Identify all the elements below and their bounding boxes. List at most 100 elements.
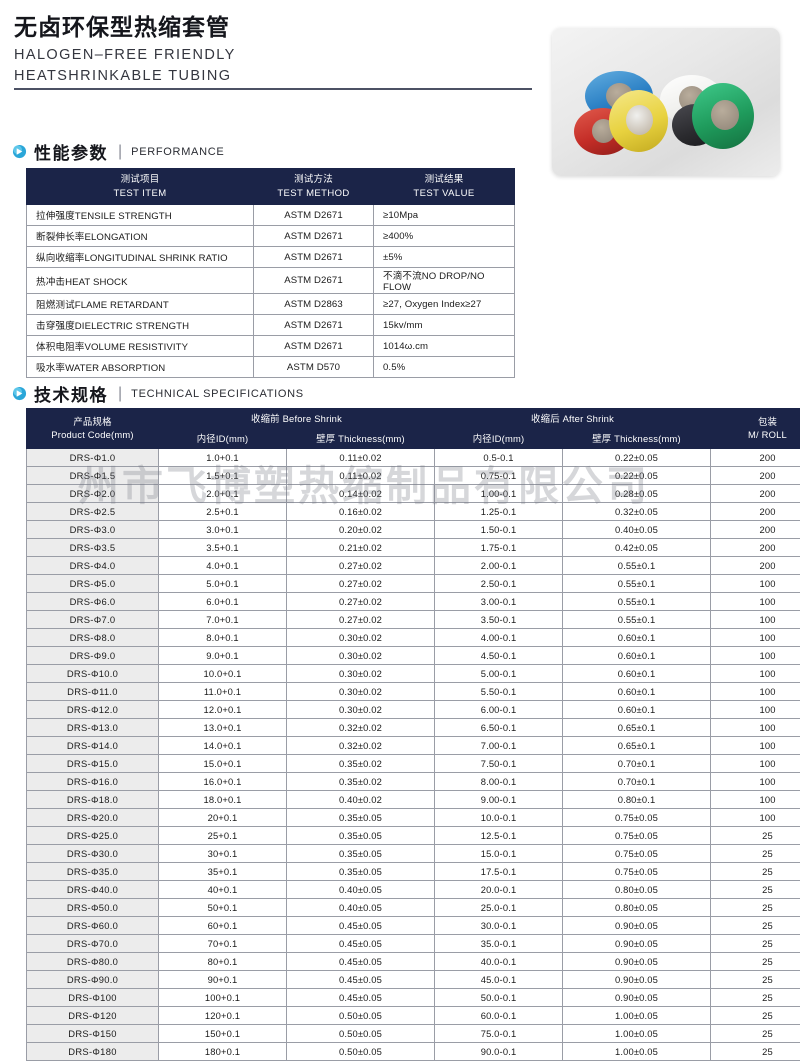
performance-table: 测试项目 TEST ITEM 测试方法 TEST METHOD 测试结果 TES…	[26, 168, 515, 378]
spec-cell-before-id: 1.0+0.1	[159, 449, 287, 467]
spec-cell-product-code: DRS-Φ70.0	[27, 935, 159, 953]
perf-col-test-item-cn: 测试项目	[27, 173, 253, 186]
spec-cell-before-thickness: 0.45±0.05	[287, 971, 435, 989]
spec-cell-after-thickness: 0.55±0.1	[563, 575, 711, 593]
perf-cell-value: 1014ω.cm	[374, 336, 515, 357]
perf-col-test-method-cn: 测试方法	[254, 173, 373, 186]
spec-cell-before-id: 5.0+0.1	[159, 575, 287, 593]
spec-cell-before-thickness: 0.45±0.05	[287, 935, 435, 953]
spec-cell-before-id: 50+0.1	[159, 899, 287, 917]
spec-col-after-thickness-cn: 壁厚	[592, 433, 611, 444]
spec-cell-product-code: DRS-Φ90.0	[27, 971, 159, 989]
spec-cell-after-thickness: 0.80±0.05	[563, 881, 711, 899]
spec-cell-product-code: DRS-Φ18.0	[27, 791, 159, 809]
spec-cell-before-id: 30+0.1	[159, 845, 287, 863]
spec-cell-after-id: 1.00-0.1	[435, 485, 563, 503]
spec-cell-before-thickness: 0.30±0.02	[287, 665, 435, 683]
spec-cell-after-thickness: 0.55±0.1	[563, 593, 711, 611]
spec-group-before-shrink-en: Before Shrink	[283, 413, 342, 424]
spec-cell-before-id: 70+0.1	[159, 935, 287, 953]
spec-cell-after-id: 35.0-0.1	[435, 935, 563, 953]
product-photo	[552, 28, 780, 176]
spec-cell-after-id: 1.50-0.1	[435, 521, 563, 539]
spec-cell-product-code: DRS-Φ2.5	[27, 503, 159, 521]
spec-col-after-id-en: ID(mm)	[492, 433, 524, 444]
spec-cell-after-thickness: 0.75±0.05	[563, 863, 711, 881]
spec-col-before-id-cn: 内径	[197, 433, 216, 444]
spec-cell-after-id: 25.0-0.1	[435, 899, 563, 917]
spec-cell-packaging: 200	[711, 449, 800, 467]
perf-cell-method: ASTM D2671	[254, 205, 374, 226]
spec-cell-after-thickness: 1.00±0.05	[563, 1007, 711, 1025]
spec-cell-product-code: DRS-Φ8.0	[27, 629, 159, 647]
spec-cell-packaging: 25	[711, 917, 800, 935]
spec-cell-after-thickness: 0.32±0.05	[563, 503, 711, 521]
spec-cell-product-code: DRS-Φ16.0	[27, 773, 159, 791]
spec-cell-after-thickness: 1.00±0.05	[563, 1043, 711, 1061]
spec-cell-before-id: 3.0+0.1	[159, 521, 287, 539]
spec-cell-after-thickness: 0.60±0.1	[563, 683, 711, 701]
spec-cell-after-thickness: 0.75±0.05	[563, 845, 711, 863]
spec-group-after-shrink: 收缩后 After Shrink	[435, 409, 711, 430]
spec-col-before-thickness: 壁厚 Thickness(mm)	[287, 430, 435, 449]
spec-cell-product-code: DRS-Φ11.0	[27, 683, 159, 701]
spec-cell-product-code: DRS-Φ150	[27, 1025, 159, 1043]
perf-cell-value: ±5%	[374, 247, 515, 268]
spec-cell-packaging: 100	[711, 737, 800, 755]
spec-cell-product-code: DRS-Φ14.0	[27, 737, 159, 755]
spec-cell-product-code: DRS-Φ5.0	[27, 575, 159, 593]
spec-cell-before-id: 2.5+0.1	[159, 503, 287, 521]
perf-cell-value: 15kv/mm	[374, 315, 515, 336]
perf-cell-item: 体积电阻率VOLUME RESISTIVITY	[27, 336, 254, 357]
spec-cell-packaging: 200	[711, 485, 800, 503]
spec-col-packaging: 包装 M/ ROLL	[711, 409, 800, 449]
perf-cell-value: 不滴不流NO DROP/NO FLOW	[374, 268, 515, 294]
spec-cell-product-code: DRS-Φ50.0	[27, 899, 159, 917]
perf-cell-method: ASTM D2671	[254, 226, 374, 247]
spec-cell-after-thickness: 0.65±0.1	[563, 719, 711, 737]
spec-cell-before-thickness: 0.35±0.05	[287, 845, 435, 863]
perf-cell-item: 拉伸强度TENSILE STRENGTH	[27, 205, 254, 226]
spec-col-before-id: 内径ID(mm)	[159, 430, 287, 449]
spec-cell-before-id: 35+0.1	[159, 863, 287, 881]
spec-cell-product-code: DRS-Φ7.0	[27, 611, 159, 629]
spec-cell-before-thickness: 0.11±0.02	[287, 449, 435, 467]
spec-heading-cn: 技术规格	[34, 381, 108, 406]
spec-cell-before-thickness: 0.27±0.02	[287, 557, 435, 575]
perf-col-test-value-cn: 测试结果	[374, 173, 514, 186]
specifications-table: 产品规格 Product Code(mm) 收缩前 Before Shrink …	[26, 408, 800, 1061]
spec-cell-before-thickness: 0.16±0.02	[287, 503, 435, 521]
spec-cell-before-id: 180+0.1	[159, 1043, 287, 1061]
spec-col-after-id: 内径ID(mm)	[435, 430, 563, 449]
spec-col-before-thickness-cn: 壁厚	[316, 433, 335, 444]
spec-cell-before-thickness: 0.30±0.02	[287, 683, 435, 701]
perf-cell-method: ASTM D2671	[254, 268, 374, 294]
spec-cell-before-thickness: 0.27±0.02	[287, 611, 435, 629]
spec-cell-product-code: DRS-Φ3.5	[27, 539, 159, 557]
spec-cell-product-code: DRS-Φ4.0	[27, 557, 159, 575]
spec-cell-before-id: 11.0+0.1	[159, 683, 287, 701]
spec-cell-before-id: 4.0+0.1	[159, 557, 287, 575]
spec-cell-after-thickness: 0.60±0.1	[563, 665, 711, 683]
spec-cell-before-id: 9.0+0.1	[159, 647, 287, 665]
perf-cell-item: 热冲击HEAT SHOCK	[27, 268, 254, 294]
spec-cell-before-id: 8.0+0.1	[159, 629, 287, 647]
spec-cell-after-thickness: 0.90±0.05	[563, 989, 711, 1007]
spec-cell-product-code: DRS-Φ10.0	[27, 665, 159, 683]
